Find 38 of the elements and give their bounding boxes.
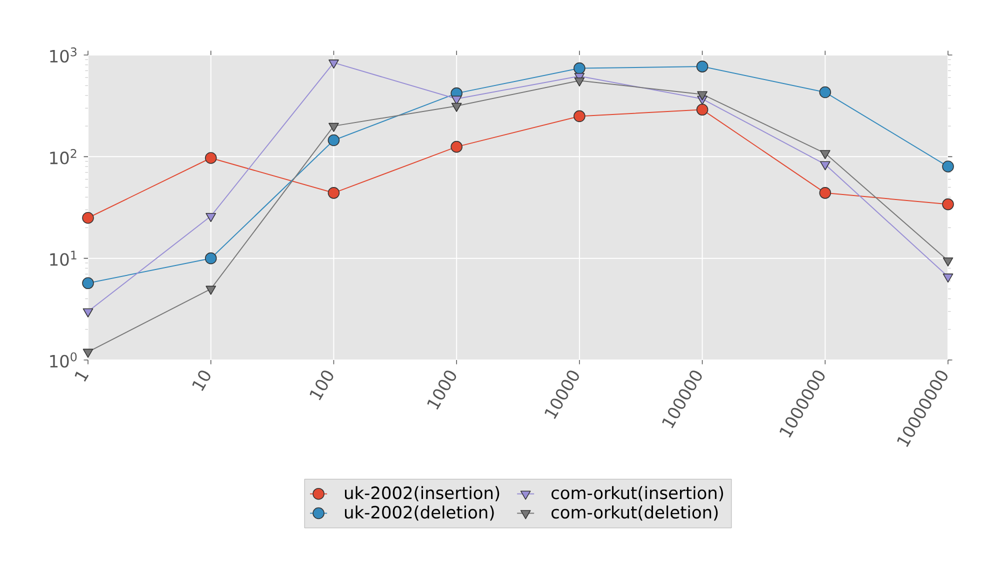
point: [206, 212, 216, 222]
point: [328, 122, 339, 132]
point: [204, 152, 217, 164]
point: [942, 160, 954, 172]
y-tick-label: 10$^{3}$: [50, 47, 76, 63]
point: [820, 161, 830, 170]
point: [942, 274, 954, 283]
point: [819, 187, 832, 199]
point: [204, 252, 217, 264]
legend-label: uk-2002(deletion): [344, 506, 494, 521]
point: [328, 60, 339, 69]
point: [82, 308, 94, 318]
point: [206, 286, 216, 295]
y-tick-label: 10$^{2}$: [50, 149, 76, 164]
point: [82, 348, 94, 358]
legend-label: uk-2002(insertion): [344, 486, 500, 502]
point: [696, 104, 708, 116]
point: [328, 187, 340, 199]
point: [451, 102, 462, 112]
point: [328, 134, 340, 146]
point: [574, 77, 585, 86]
legend-label: com-orkut(insertion): [552, 486, 724, 502]
point: [697, 91, 708, 100]
point: [450, 140, 462, 153]
legend-label: com-orkut(deletion): [552, 506, 718, 521]
point: [819, 86, 832, 98]
point: [820, 150, 830, 160]
y-tick-label: 10$^{1}$: [50, 250, 76, 266]
y-tick-label: 10$^{0}$: [50, 352, 77, 368]
point: [82, 277, 94, 290]
point: [574, 110, 586, 122]
point: [696, 60, 708, 72]
point: [942, 198, 954, 210]
x-tick-label: 1: [74, 372, 89, 382]
point: [82, 212, 94, 224]
x-tick-label: 10: [192, 370, 210, 391]
point: [574, 62, 586, 74]
point: [942, 257, 954, 266]
